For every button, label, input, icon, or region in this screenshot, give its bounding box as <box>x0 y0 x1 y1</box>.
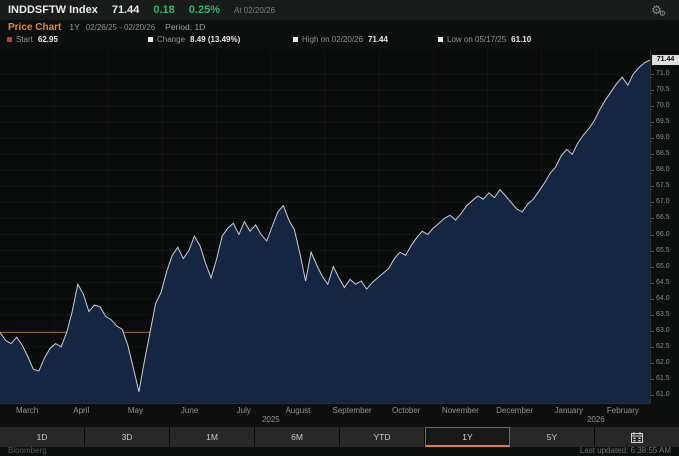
range-button-1d[interactable]: 1D <box>0 427 85 447</box>
month-label: June <box>180 406 199 415</box>
month-label: January <box>554 406 583 415</box>
month-label: October <box>392 406 421 415</box>
y-tick-label: 65.0 <box>656 262 670 270</box>
month-label: February <box>606 406 639 415</box>
y-tick-label: 66.5 <box>656 214 670 222</box>
y-tick-mark <box>651 74 654 75</box>
month-label: November <box>441 406 479 415</box>
range-button-3d[interactable]: 3D <box>85 427 170 447</box>
y-tick-mark <box>651 154 654 156</box>
y-tick-label: 69.0 <box>656 134 670 142</box>
year-label: 2026 <box>586 415 605 424</box>
y-tick-mark <box>651 170 654 172</box>
month-label: December <box>496 406 534 415</box>
time-x-axis: March April May June July August September Octo… <box>0 403 679 427</box>
as-of-date: At 02/20/26 <box>234 5 275 15</box>
price-change-percent: 0.25% <box>188 4 220 16</box>
y-tick-mark <box>651 362 654 364</box>
y-tick-mark <box>651 138 654 140</box>
last-updated-text: Last updated: 6:38:55 AM <box>579 446 671 455</box>
change-marker-icon <box>148 36 153 42</box>
y-tick-mark <box>651 330 654 332</box>
y-tick-mark <box>651 234 654 236</box>
y-tick-mark <box>651 395 654 396</box>
y-tick-mark <box>651 122 654 124</box>
last-price: 71.44 <box>111 4 140 16</box>
y-tick-label: 71.0 <box>656 70 670 77</box>
y-tick-mark <box>651 202 654 204</box>
y-tick-label: 63.0 <box>656 326 670 334</box>
y-tick-label: 61.5 <box>656 374 670 382</box>
range-button-5y[interactable]: 5Y <box>510 427 595 447</box>
legend-item-high: High on 02/20/26 71.44 <box>293 33 388 45</box>
y-tick-label: 67.0 <box>656 198 670 206</box>
range-button-1m[interactable]: 1M <box>170 427 255 447</box>
y-tick-mark <box>651 378 654 380</box>
y-tick-mark <box>651 298 654 300</box>
bloomberg-watermark: Bloomberg <box>8 446 47 455</box>
y-tick-mark <box>651 266 654 268</box>
y-tick-mark <box>651 314 654 316</box>
x-axis-line <box>0 403 650 404</box>
y-tick-mark <box>651 90 654 92</box>
ticker-name: INDDSFTW Index <box>8 4 98 16</box>
y-tick-mark <box>651 282 654 284</box>
chart-legend: Start 62.95 Change 8.49 (13.49%) High on… <box>0 33 679 45</box>
legend-item-change: Change 8.49 (13.49%) <box>148 33 240 45</box>
legend-item-low: Low on 05/17/25 61.10 <box>438 33 531 45</box>
price-area-fill <box>0 59 650 404</box>
security-header: INDDSFTW Index 71.44 0.18 0.25% At 02/20… <box>0 0 679 20</box>
period-setting[interactable]: Period: 1D <box>165 22 206 32</box>
range-tag[interactable]: 1Y <box>69 22 80 32</box>
range-button-ytd[interactable]: YTD <box>340 427 425 447</box>
y-tick-label: 65.5 <box>656 246 670 254</box>
y-tick-label: 64.0 <box>656 294 670 302</box>
high-marker-icon <box>293 36 298 42</box>
settings-gears-icon[interactable]: ⚙⚙ <box>651 3 666 18</box>
y-tick-mark <box>651 218 654 220</box>
month-label: May <box>127 406 143 415</box>
month-label: March <box>15 406 39 415</box>
price-y-axis: 71.44 61.0 61.5 62.0 62.5 63.0 63.5 64.0 64.5 65… <box>650 50 679 403</box>
month-label: September <box>332 406 372 415</box>
y-tick-label: 64.5 <box>656 278 670 286</box>
y-tick-label: 62.5 <box>656 342 670 350</box>
price-line <box>0 59 651 392</box>
y-tick-label: 69.5 <box>656 118 670 126</box>
y-tick-mark <box>651 250 654 252</box>
chart-subheader: Price Chart 1Y 02/26/25 - 02/20/26 Perio… <box>0 21 679 33</box>
date-range[interactable]: 02/26/25 - 02/20/26 <box>85 22 156 32</box>
y-tick-label: 67.5 <box>656 182 670 190</box>
y-tick-mark <box>651 106 654 108</box>
price-change: 0.18 <box>153 4 175 16</box>
range-button-6m[interactable]: 6M <box>255 427 340 447</box>
legend-item-start: Start 62.95 <box>7 33 58 45</box>
calendar-icon <box>631 431 643 443</box>
y-tick-mark <box>651 186 654 188</box>
month-label: April <box>73 406 90 415</box>
y-tick-label: 70.0 <box>656 102 670 110</box>
y-tick-label: 61.0 <box>656 391 670 398</box>
year-label: 2025 <box>261 415 280 424</box>
month-label: July <box>236 406 251 415</box>
y-tick-label: 68.0 <box>656 166 670 174</box>
last-price-badge: 71.44 <box>652 54 679 65</box>
y-tick-label: 70.5 <box>656 86 670 94</box>
low-marker-icon <box>438 36 443 42</box>
start-marker-icon <box>7 36 12 42</box>
range-button-1y[interactable]: 1Y <box>425 427 510 447</box>
y-tick-label: 68.5 <box>656 150 670 158</box>
price-area-chart <box>0 50 651 404</box>
chart-title: Price Chart <box>8 21 62 33</box>
y-tick-mark <box>651 346 654 348</box>
y-tick-label: 66.0 <box>656 230 670 238</box>
price-plot-area[interactable] <box>0 50 651 404</box>
custom-range-button[interactable] <box>595 427 679 447</box>
y-tick-label: 63.5 <box>656 310 670 318</box>
range-toolbar: 1D 3D 1M 6M YTD 1Y 5Y <box>0 427 679 447</box>
y-tick-label: 62.0 <box>656 358 670 366</box>
month-label: August <box>285 406 311 415</box>
